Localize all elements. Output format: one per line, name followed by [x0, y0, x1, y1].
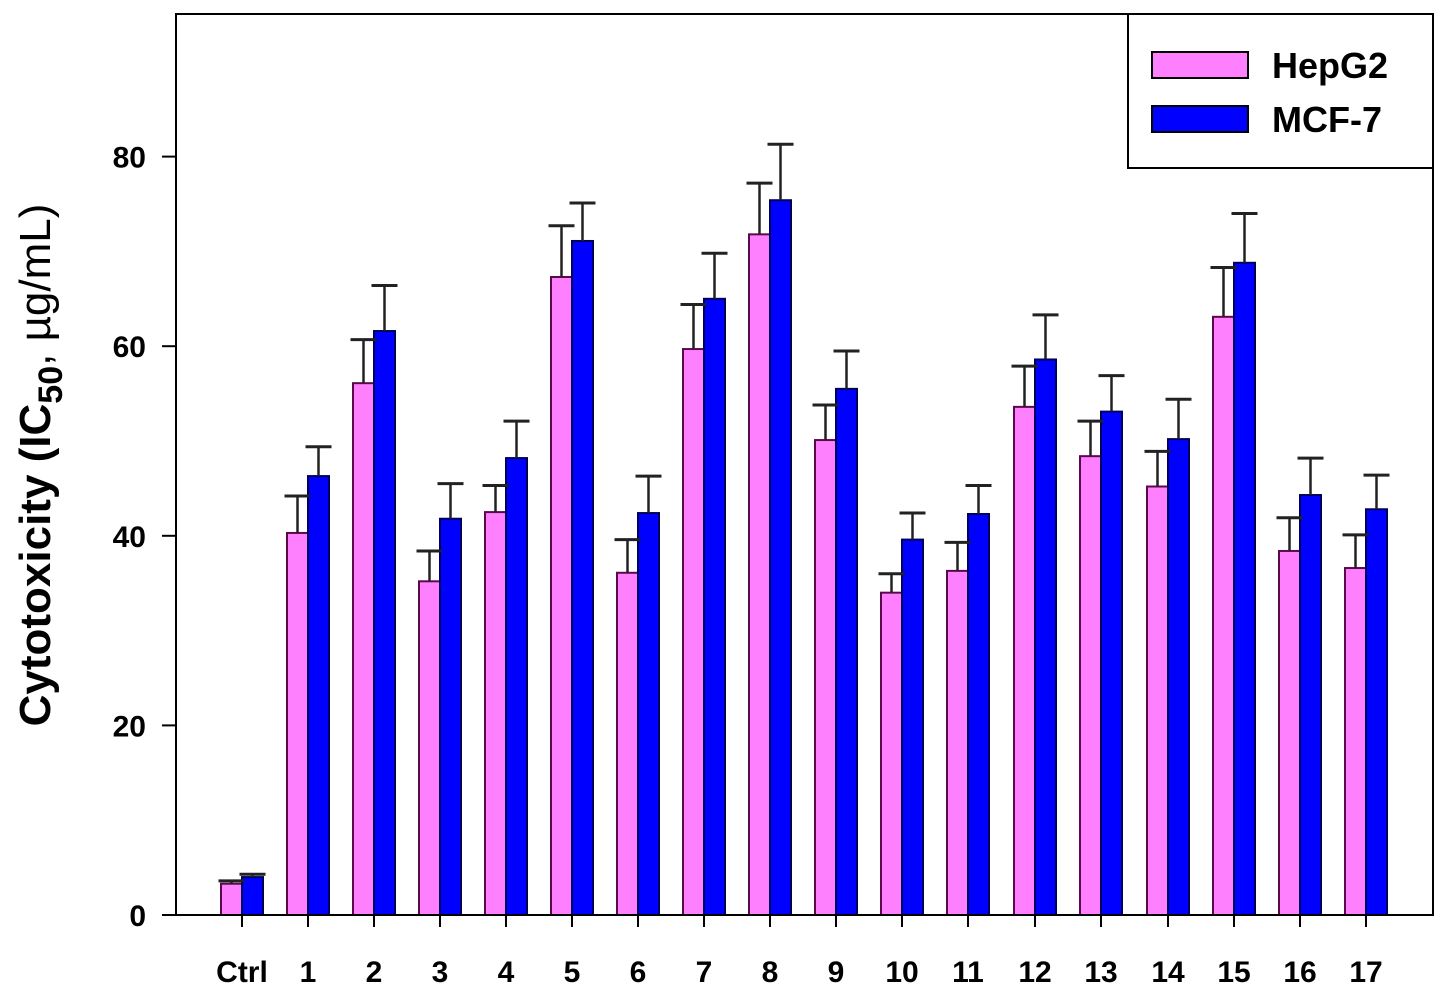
plot-frame	[175, 13, 1434, 916]
x-tick-label: 4	[498, 956, 515, 989]
bar-mcf7-12	[1034, 358, 1057, 916]
bar-mcf7-11	[967, 512, 990, 916]
legend-swatch-mcf7	[1151, 105, 1249, 133]
bar-hepg2-5	[550, 275, 573, 917]
bar-hepg2-11	[946, 569, 969, 916]
bar-hepg2-17	[1344, 567, 1367, 916]
bars-group	[220, 199, 1388, 917]
bar-mcf7-16	[1299, 494, 1322, 916]
bar-mcf7-3	[439, 517, 462, 917]
bar-hepg2-4	[484, 511, 507, 916]
x-tick-label: 11	[952, 956, 984, 989]
y-tick-label: 80	[113, 142, 146, 175]
bar-hepg2-14	[1146, 485, 1169, 916]
bar-mcf7-17	[1365, 508, 1388, 916]
bar-hepg2-2	[352, 382, 375, 916]
x-tick-label: 15	[1217, 956, 1250, 989]
bar-hepg2-10	[880, 591, 903, 916]
x-tick-label: 12	[1018, 956, 1051, 989]
bar-hepg2-12	[1013, 405, 1036, 916]
legend-box	[1127, 13, 1434, 169]
x-tick-label: 6	[630, 956, 647, 989]
x-tick-label: 3	[432, 956, 449, 989]
x-tick-label: 8	[762, 956, 779, 989]
y-axis: 0 20 40 60 80	[113, 142, 176, 933]
x-tick-label: 7	[696, 956, 713, 989]
y-tick-label: 40	[113, 521, 146, 554]
bar-mcf7-14	[1167, 438, 1190, 916]
bar-mcf7-5	[571, 239, 594, 917]
bar-mcf7-10	[901, 538, 924, 916]
legend-swatch-hepg2	[1151, 51, 1249, 79]
bar-mcf7-15	[1233, 261, 1256, 916]
bar-hepg2-ctrl	[220, 882, 243, 917]
x-tick-label: Ctrl	[216, 956, 268, 989]
x-axis: Ctrl 1 2 3 4 5 6 7 8 9 10 11 12 13 14 15 16 17	[216, 915, 1383, 989]
y-tick-label: 20	[113, 710, 146, 743]
y-tick-label: 60	[113, 331, 146, 364]
error-bars-group	[218, 142, 1390, 884]
bar-hepg2-7	[682, 348, 705, 916]
bar-mcf7-9	[835, 387, 858, 916]
x-tick-label: 10	[885, 956, 918, 989]
bar-mcf7-1	[307, 475, 330, 916]
x-tick-label: 16	[1283, 956, 1316, 989]
bar-mcf7-4	[505, 457, 528, 916]
x-tick-label: 9	[828, 956, 845, 989]
bar-hepg2-13	[1079, 455, 1102, 916]
x-tick-label: 17	[1349, 956, 1382, 989]
bar-hepg2-6	[616, 571, 639, 916]
legend-label-mcf7: MCF-7	[1272, 99, 1382, 140]
bar-mcf7-7	[703, 297, 726, 916]
bar-hepg2-3	[418, 580, 441, 917]
y-axis-title: Cytotoxicity (IC50, µg/mL)	[11, 204, 70, 727]
legend: HepG2 MCF-7	[1127, 13, 1434, 169]
x-tick-label: 14	[1151, 956, 1185, 989]
bar-hepg2-8	[748, 233, 771, 916]
x-tick-label: 1	[300, 956, 317, 989]
bar-mcf7-13	[1100, 410, 1123, 916]
y-tick-label: 0	[129, 900, 146, 933]
legend-label-hepg2: HepG2	[1272, 45, 1388, 86]
bar-mcf7-ctrl	[241, 876, 264, 917]
bar-hepg2-15	[1212, 315, 1235, 916]
bar-mcf7-8	[769, 199, 792, 916]
bar-hepg2-16	[1278, 549, 1301, 917]
x-tick-label: 5	[564, 956, 581, 989]
x-tick-label: 2	[366, 956, 383, 989]
x-tick-label: 13	[1084, 956, 1117, 989]
bar-hepg2-9	[814, 439, 837, 916]
bar-mcf7-6	[637, 512, 660, 916]
bar-mcf7-2	[373, 330, 396, 917]
bar-hepg2-1	[286, 531, 309, 916]
